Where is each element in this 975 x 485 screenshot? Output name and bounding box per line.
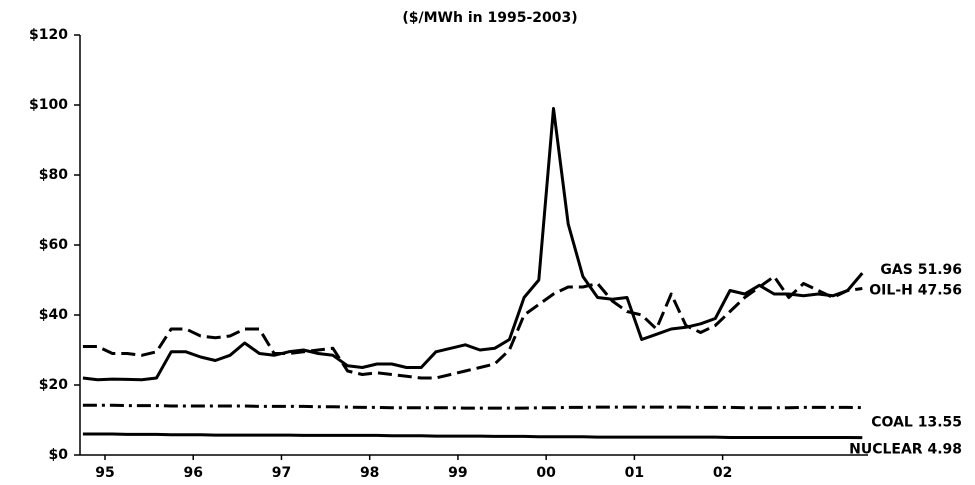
series-line: [82, 275, 863, 380]
x-tick-label: 95: [95, 465, 114, 481]
series-label: GAS 51.96: [880, 262, 962, 278]
y-tick-label: $80: [39, 167, 68, 183]
series-line: [82, 432, 863, 440]
y-tick-label: $120: [29, 27, 68, 43]
y-tick-label: $0: [49, 447, 69, 463]
x-tick-label: 02: [713, 465, 732, 481]
x-tick-label: 98: [360, 465, 379, 481]
x-tick-label: 97: [272, 465, 291, 481]
chart-title: ($/MWh in 1995-2003): [402, 10, 577, 26]
series-label: NUCLEAR 4.98: [849, 442, 962, 458]
x-tick-label: 99: [448, 465, 467, 481]
x-tick-label: 96: [183, 465, 202, 481]
series-line: [82, 107, 864, 382]
series-line: [82, 403, 863, 410]
y-tick-label: $20: [39, 377, 68, 393]
y-tick-label: $40: [39, 307, 68, 323]
y-tick-label: $100: [29, 97, 68, 113]
series-label: OIL-H 47.56: [869, 283, 962, 299]
y-tick-label: $60: [39, 237, 68, 253]
x-tick-label: 00: [536, 465, 556, 481]
x-tick-label: 01: [625, 465, 644, 481]
series-label: COAL 13.55: [871, 415, 962, 431]
